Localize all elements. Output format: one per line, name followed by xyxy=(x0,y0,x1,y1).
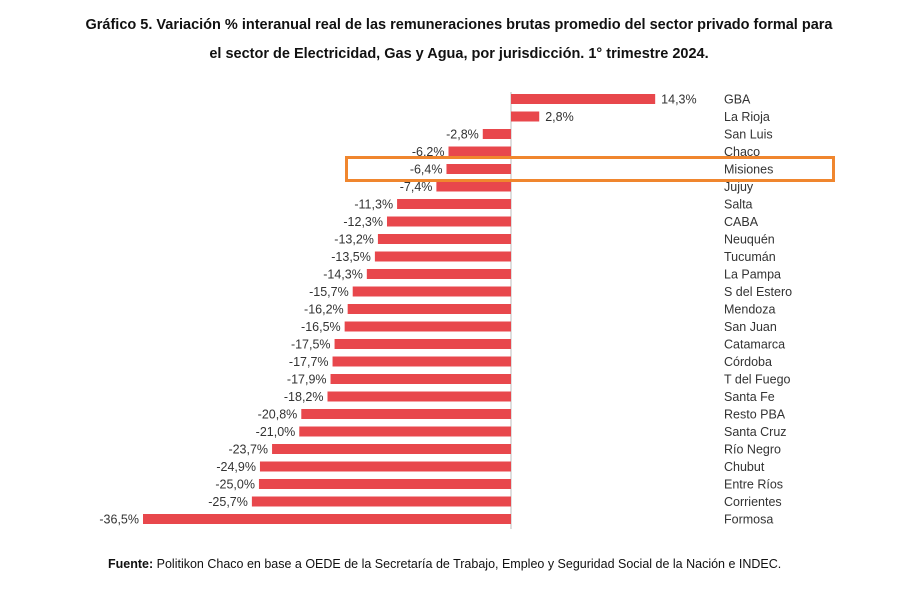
bar-Santa Cruz xyxy=(299,426,511,437)
category-label: GBA xyxy=(724,93,751,107)
value-label: -14,3% xyxy=(323,268,363,282)
value-label: 2,8% xyxy=(545,110,574,124)
category-label: Corrientes xyxy=(724,495,782,509)
bar-S del Estero xyxy=(352,286,511,297)
value-label: 14,3% xyxy=(661,93,696,107)
source-label: Fuente: xyxy=(108,557,154,571)
bar-Salta xyxy=(397,199,511,209)
bar-San Luis xyxy=(482,129,511,139)
bar-Río Negro xyxy=(272,444,511,454)
bar-Mendoza xyxy=(347,304,511,314)
bar-Resto PBA xyxy=(301,409,511,419)
category-label: Catamarca xyxy=(724,338,785,352)
value-label: -17,5% xyxy=(291,338,331,352)
category-label: S del Estero xyxy=(724,285,792,299)
category-label: Jujuy xyxy=(724,180,754,194)
value-label: -25,7% xyxy=(208,495,248,509)
category-label: Neuquén xyxy=(724,233,775,247)
value-label: -6,2% xyxy=(412,145,445,159)
value-label: -17,7% xyxy=(289,355,329,369)
bar-Córdoba xyxy=(332,356,511,367)
value-label: -16,5% xyxy=(301,320,341,334)
category-label: Salta xyxy=(724,198,753,212)
bar-Tucumán xyxy=(374,251,511,262)
bar-La Rioja xyxy=(511,111,540,122)
value-label: -25,0% xyxy=(215,478,255,492)
value-label: -17,9% xyxy=(287,373,327,387)
category-label: Resto PBA xyxy=(724,408,786,422)
category-label: Mendoza xyxy=(724,303,775,317)
category-label: Río Negro xyxy=(724,443,781,457)
category-label: Tucumán xyxy=(724,250,776,264)
category-label: La Rioja xyxy=(724,110,770,124)
value-label: -2,8% xyxy=(446,128,479,142)
value-label: -18,2% xyxy=(284,390,324,404)
bar-Chubut xyxy=(259,461,511,472)
value-label: -21,0% xyxy=(256,425,296,439)
value-label: -36,5% xyxy=(99,513,139,527)
bar-Corrientes xyxy=(251,496,511,507)
value-label: -16,2% xyxy=(304,303,344,317)
value-label: -24,9% xyxy=(216,460,256,474)
bar-Jujuy xyxy=(436,181,511,192)
category-label: Chubut xyxy=(724,460,765,474)
value-label: -23,7% xyxy=(228,443,268,457)
value-label: -13,5% xyxy=(331,250,371,264)
value-label: -13,2% xyxy=(334,233,374,247)
bar-T del Fuego xyxy=(330,374,511,384)
category-label: Entre Ríos xyxy=(724,478,783,492)
bar-Santa Fe xyxy=(327,391,511,402)
value-label: -12,3% xyxy=(343,215,383,229)
bar-San Juan xyxy=(344,321,511,332)
category-label: CABA xyxy=(724,215,759,229)
category-label: Misiones xyxy=(724,163,773,177)
value-label: -20,8% xyxy=(258,408,298,422)
bar-Entre Ríos xyxy=(258,479,511,489)
bar-CABA xyxy=(386,216,511,227)
source-text: Politikon Chaco en base a OEDE de la Sec… xyxy=(156,557,782,571)
category-label: La Pampa xyxy=(724,268,781,282)
bar-La Pampa xyxy=(366,269,511,279)
chart-title-line-2: el sector de Electricidad, Gas y Agua, p… xyxy=(209,46,709,62)
value-label: -11,3% xyxy=(354,198,393,212)
category-label: T del Fuego xyxy=(724,373,791,387)
bar-GBA xyxy=(511,94,656,104)
category-label: Santa Cruz xyxy=(724,425,787,439)
bar-Neuquén xyxy=(377,234,511,244)
bar-Chaco xyxy=(448,146,511,157)
category-label: San Luis xyxy=(724,128,773,142)
category-label: Formosa xyxy=(724,513,773,527)
bar-Misiones xyxy=(446,164,511,174)
value-label: -15,7% xyxy=(309,285,349,299)
value-label: -7,4% xyxy=(400,180,433,194)
category-label: Córdoba xyxy=(724,355,772,369)
source-note: Fuente: Politikon Chaco en base a OEDE d… xyxy=(108,557,781,571)
bar-Catamarca xyxy=(334,339,511,349)
chart-title-line-1: Gráfico 5. Variación % interanual real d… xyxy=(85,17,833,33)
category-label: Chaco xyxy=(724,145,760,159)
category-label: Santa Fe xyxy=(724,390,775,404)
category-label: San Juan xyxy=(724,320,777,334)
bar-Formosa xyxy=(143,514,511,524)
value-label: -6,4% xyxy=(410,163,443,177)
